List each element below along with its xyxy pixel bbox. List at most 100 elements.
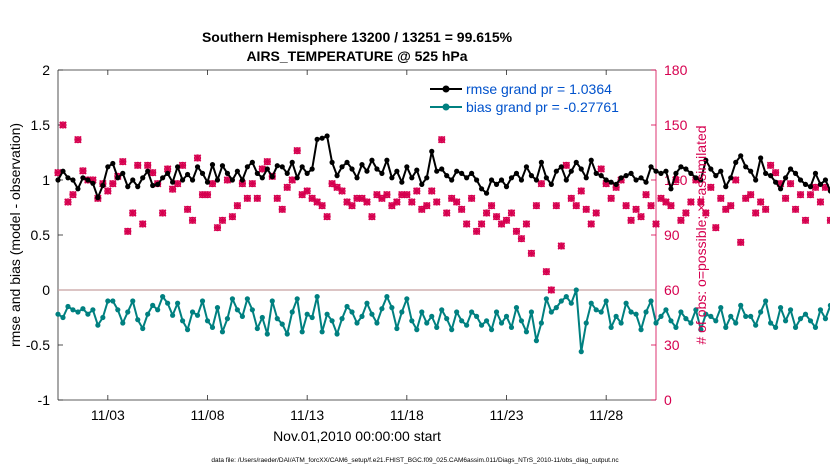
obs-assimilated-marker — [208, 179, 217, 188]
rmse-point — [568, 168, 574, 174]
obs-assimilated-marker — [687, 198, 695, 206]
rmse-point — [693, 175, 699, 181]
bias-point — [419, 309, 425, 315]
rmse-point — [339, 164, 345, 170]
rmse-point — [603, 177, 609, 183]
rmse-point — [165, 170, 171, 176]
bias-point — [145, 311, 151, 317]
rmse-point — [758, 155, 764, 161]
bias-point — [663, 307, 669, 313]
obs-assimilated-marker — [532, 201, 541, 210]
obs-assimilated-marker — [662, 198, 670, 206]
y-tick-label: 0.5 — [31, 227, 51, 243]
rmse-point — [613, 181, 619, 187]
rmse-point — [708, 166, 714, 172]
obs-assimilated-marker — [363, 198, 371, 206]
rmse-point — [359, 162, 365, 168]
bias-point — [334, 331, 340, 337]
y-axis-label: rmse and bias (model - observation) — [7, 123, 23, 347]
rmse-point — [219, 163, 226, 169]
obs-assimilated-marker — [647, 201, 655, 210]
bias-point — [454, 309, 460, 315]
obs-assimilated-marker — [741, 194, 750, 203]
rmse-point — [140, 175, 146, 181]
rmse-point — [434, 168, 440, 174]
rmse-point — [274, 163, 280, 169]
obs-assimilated-marker — [761, 205, 770, 214]
obs-assimilated-marker — [442, 209, 451, 217]
x-tick-label: 11/23 — [490, 407, 524, 423]
rmse-point — [334, 173, 340, 179]
legend-bias-label: bias grand pr = -0.27761 — [466, 99, 619, 115]
obs-assimilated-marker — [378, 194, 386, 203]
rmse-point — [643, 179, 649, 185]
rmse-point — [224, 170, 231, 176]
obs-assimilated-marker — [472, 227, 481, 236]
rmse-point — [80, 175, 86, 181]
obs-assimilated-marker — [368, 212, 376, 221]
bias-point — [409, 318, 415, 324]
bias-point — [439, 307, 445, 313]
obs-assimilated-marker — [796, 190, 805, 199]
obs-assimilated-marker — [318, 201, 326, 210]
bias-point — [513, 305, 520, 311]
bias-point — [105, 298, 111, 304]
obs-assimilated-marker — [826, 216, 830, 225]
bias-point — [568, 300, 574, 306]
obs-assimilated-marker — [393, 198, 401, 206]
bias-point — [693, 307, 699, 313]
bias-point — [633, 311, 639, 317]
bias-point — [150, 302, 156, 308]
obs-assimilated-marker — [527, 249, 536, 258]
rmse-point — [797, 177, 804, 183]
bias-point — [244, 296, 250, 302]
bias-point — [269, 298, 275, 304]
rmse-point — [618, 175, 624, 181]
legend-bias-marker — [442, 103, 450, 111]
bias-point — [643, 309, 649, 315]
rmse-point — [199, 170, 206, 176]
rmse-point — [179, 177, 186, 183]
bias-point — [498, 320, 505, 326]
bias-point — [115, 307, 121, 313]
obs-assimilated-marker — [577, 187, 586, 195]
rmse-point — [817, 181, 824, 187]
obs-assimilated-marker — [163, 165, 172, 173]
rmse-point — [658, 170, 664, 176]
bias-point — [170, 312, 176, 318]
rmse-point — [638, 175, 644, 181]
obs-assimilated-marker — [79, 167, 87, 175]
obs-assimilated-marker — [243, 194, 252, 203]
bias-point — [60, 314, 66, 321]
bias-point — [698, 327, 704, 333]
bias-point — [528, 309, 535, 315]
bias-point — [488, 327, 495, 333]
obs-assimilated-marker — [373, 190, 381, 199]
bias-point — [493, 309, 500, 315]
rmse-point — [304, 170, 310, 176]
bias-point — [324, 311, 330, 317]
rmse-point — [229, 177, 236, 183]
obs-assimilated-marker — [712, 223, 720, 232]
obs-assimilated-marker — [128, 209, 137, 217]
bias-point — [394, 325, 400, 332]
obs-assimilated-stroke — [826, 216, 830, 222]
rmse-point — [75, 186, 81, 192]
rmse-point — [90, 180, 96, 186]
rmse-point — [95, 195, 101, 201]
obs-assimilated-marker — [791, 205, 800, 214]
obs-assimilated-marker — [308, 194, 316, 203]
bias-point — [239, 313, 245, 319]
rmse-point — [663, 168, 669, 174]
rmse-point — [344, 159, 350, 165]
bias-point — [179, 318, 186, 324]
obs-assimilated-marker — [537, 179, 546, 188]
bias-point — [160, 294, 166, 300]
bias-point — [638, 327, 644, 333]
obs-assimilated-marker — [413, 187, 421, 195]
bias-point — [249, 307, 255, 313]
rmse-point — [498, 177, 505, 183]
rmse-point — [648, 164, 654, 170]
obs-assimilated-marker — [143, 161, 152, 170]
series-lines — [55, 133, 830, 355]
